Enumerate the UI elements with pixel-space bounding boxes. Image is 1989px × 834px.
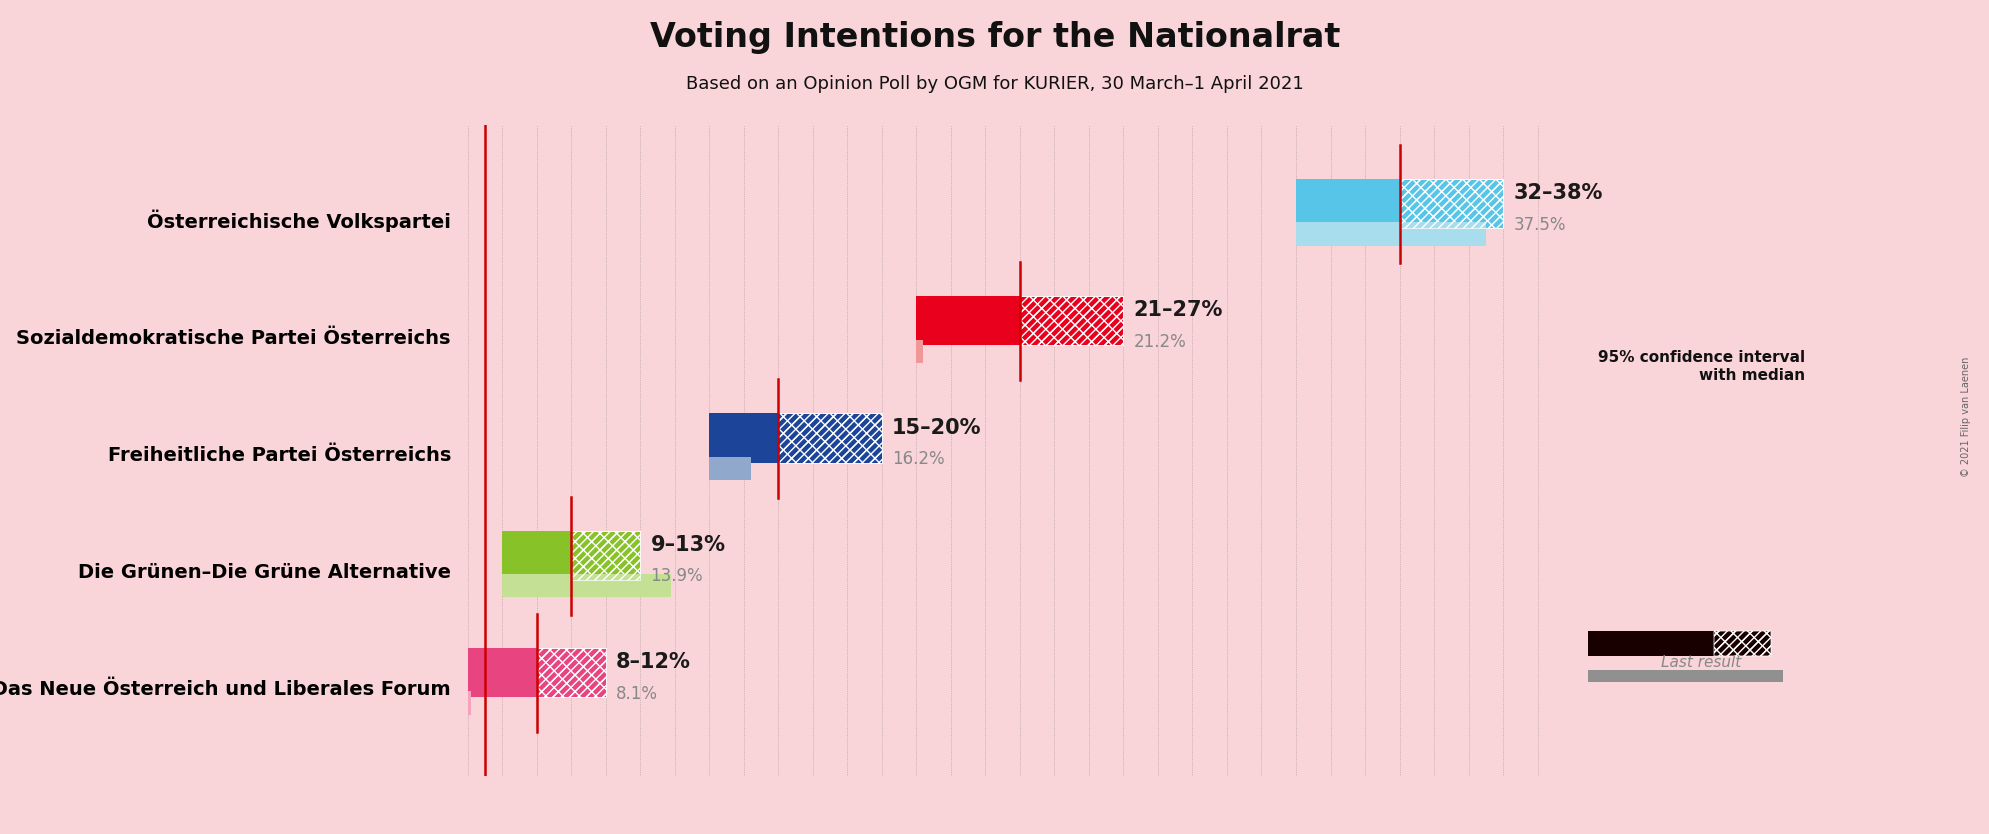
Text: 32–38%: 32–38%: [1514, 183, 1601, 203]
Text: Voting Intentions for the Nationalrat: Voting Intentions for the Nationalrat: [650, 21, 1339, 54]
Text: 8–12%: 8–12%: [617, 652, 690, 672]
Bar: [915, 296, 1020, 345]
Text: Based on an Opinion Poll by OGM for KURIER, 30 March–1 April 2021: Based on an Opinion Poll by OGM for KURI…: [686, 75, 1303, 93]
Bar: [1020, 296, 1124, 345]
Bar: [1020, 296, 1124, 345]
Text: 15–20%: 15–20%: [891, 418, 981, 438]
Bar: [1295, 179, 1398, 229]
Bar: [467, 691, 471, 715]
Text: © 2021 Filip van Laenen: © 2021 Filip van Laenen: [1959, 357, 1971, 477]
Bar: [467, 648, 537, 697]
Text: 9–13%: 9–13%: [650, 535, 726, 555]
Bar: [537, 648, 605, 697]
Text: Last result: Last result: [1661, 655, 1740, 670]
Bar: [778, 414, 881, 463]
Bar: [1398, 179, 1502, 229]
Bar: [571, 530, 640, 580]
Bar: [1587, 631, 1713, 656]
Bar: [1295, 223, 1486, 246]
Text: 16.2%: 16.2%: [891, 450, 945, 468]
Text: 21–27%: 21–27%: [1134, 300, 1223, 320]
Bar: [708, 414, 778, 463]
Bar: [778, 414, 881, 463]
Bar: [501, 574, 670, 597]
Text: 13.9%: 13.9%: [650, 567, 702, 585]
Bar: [1713, 631, 1770, 656]
Bar: [915, 339, 923, 363]
Bar: [537, 648, 605, 697]
Text: 8.1%: 8.1%: [617, 685, 658, 702]
Bar: [1587, 670, 1782, 682]
Bar: [1713, 631, 1770, 656]
Bar: [571, 530, 640, 580]
Bar: [708, 457, 750, 480]
Text: 95% confidence interval
with median: 95% confidence interval with median: [1597, 350, 1804, 383]
Text: 21.2%: 21.2%: [1134, 333, 1185, 351]
Text: 37.5%: 37.5%: [1514, 216, 1565, 234]
Bar: [1398, 179, 1502, 229]
Bar: [501, 530, 571, 580]
